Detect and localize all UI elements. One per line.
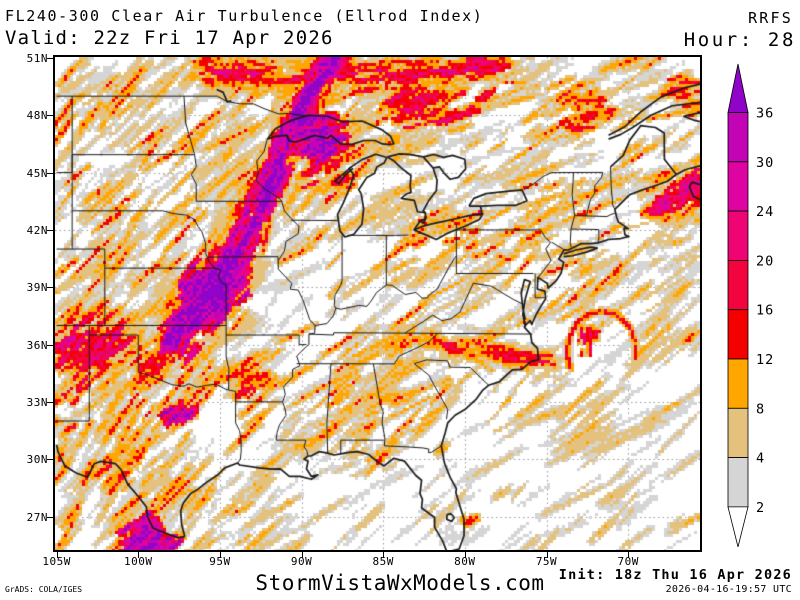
colorbar-band (727, 457, 749, 508)
model-name: RRFS (748, 9, 793, 27)
lat-axis-tick (47, 459, 53, 461)
lon-axis-tick (546, 552, 548, 558)
forecast-hour: Hour: 28 (683, 29, 796, 51)
lon-axis-label: 95W (209, 555, 231, 568)
lat-axis-label: 36N (26, 338, 48, 352)
lon-axis-tick (56, 552, 58, 558)
colorbar-band (727, 407, 749, 458)
lon-axis-tick (138, 552, 140, 558)
colorbar-band (727, 259, 749, 311)
lat-axis-label: 39N (26, 281, 48, 295)
chart-title: FL240-300 Clear Air Turbulence (Ellrod I… (5, 7, 484, 25)
colorbar-label: 24 (756, 204, 774, 220)
colorbar-band (727, 358, 749, 409)
lon-axis-tick (628, 552, 630, 558)
colorbar-label: 36 (756, 106, 774, 122)
colorbar-label: 2 (756, 500, 765, 516)
lat-axis-label: 30N (26, 453, 48, 467)
lon-axis-label: 90W (290, 555, 313, 568)
lon-axis-label: 85W (372, 555, 394, 568)
lat-axis-tick (47, 287, 53, 289)
lat-axis-tick (47, 401, 53, 403)
lat-axis-tick (47, 229, 53, 231)
colorbar-label: 8 (756, 401, 765, 417)
lon-axis-tick (383, 552, 385, 558)
lat-axis-tick (47, 344, 53, 346)
lon-axis-label: 80W (454, 555, 476, 568)
lat-axis-tick (47, 172, 53, 174)
lon-axis-label: 75W (535, 555, 558, 568)
lon-axis-label: 100W (124, 555, 153, 568)
lon-axis-tick (219, 552, 221, 558)
colorbar-label: 12 (756, 352, 774, 368)
colorbar-label: 30 (756, 155, 774, 171)
lat-axis-label: 27N (26, 510, 48, 524)
colorbar-arrow-up (727, 63, 749, 113)
colorbar-arrow-down (727, 506, 749, 547)
colorbar-band (727, 309, 749, 360)
lat-axis-label: 45N (26, 166, 48, 180)
colorbar-legend: 36 30 24 20 16 12 8 4 2 (722, 60, 797, 556)
lon-axis-tick (464, 552, 466, 558)
grads-credit: GrADS: COLA/IGES (5, 585, 83, 594)
colorbar-label: 16 (756, 303, 774, 319)
turbulence-map-canvas (55, 57, 700, 550)
lat-axis-tick (47, 57, 53, 59)
lon-axis-label: 105W (42, 555, 71, 568)
colorbar-label: 4 (756, 451, 765, 467)
lon-axis-label: 70W (617, 555, 639, 568)
lat-axis-label: 48N (26, 109, 48, 123)
init-time: Init: 18z Thu 16 Apr 2026 (558, 567, 792, 583)
lat-axis-tick (47, 516, 53, 518)
site-watermark: StormVistaWxModels.com (255, 571, 545, 595)
map-frame (53, 55, 702, 552)
colorbar-band (727, 161, 749, 212)
valid-time: Valid: 22z Fri 17 Apr 2026 (5, 27, 334, 49)
lat-axis-label: 42N (26, 223, 48, 237)
lat-axis-tick (47, 115, 53, 117)
lat-axis-label: 51N (26, 51, 48, 65)
colorbar-band (727, 112, 749, 163)
generated-time: 2026-04-16-19:57 UTC (665, 584, 792, 595)
lat-axis-label: 33N (26, 395, 48, 409)
colorbar-label: 20 (756, 253, 774, 269)
lon-axis-tick (301, 552, 303, 558)
colorbar-band (727, 210, 749, 261)
